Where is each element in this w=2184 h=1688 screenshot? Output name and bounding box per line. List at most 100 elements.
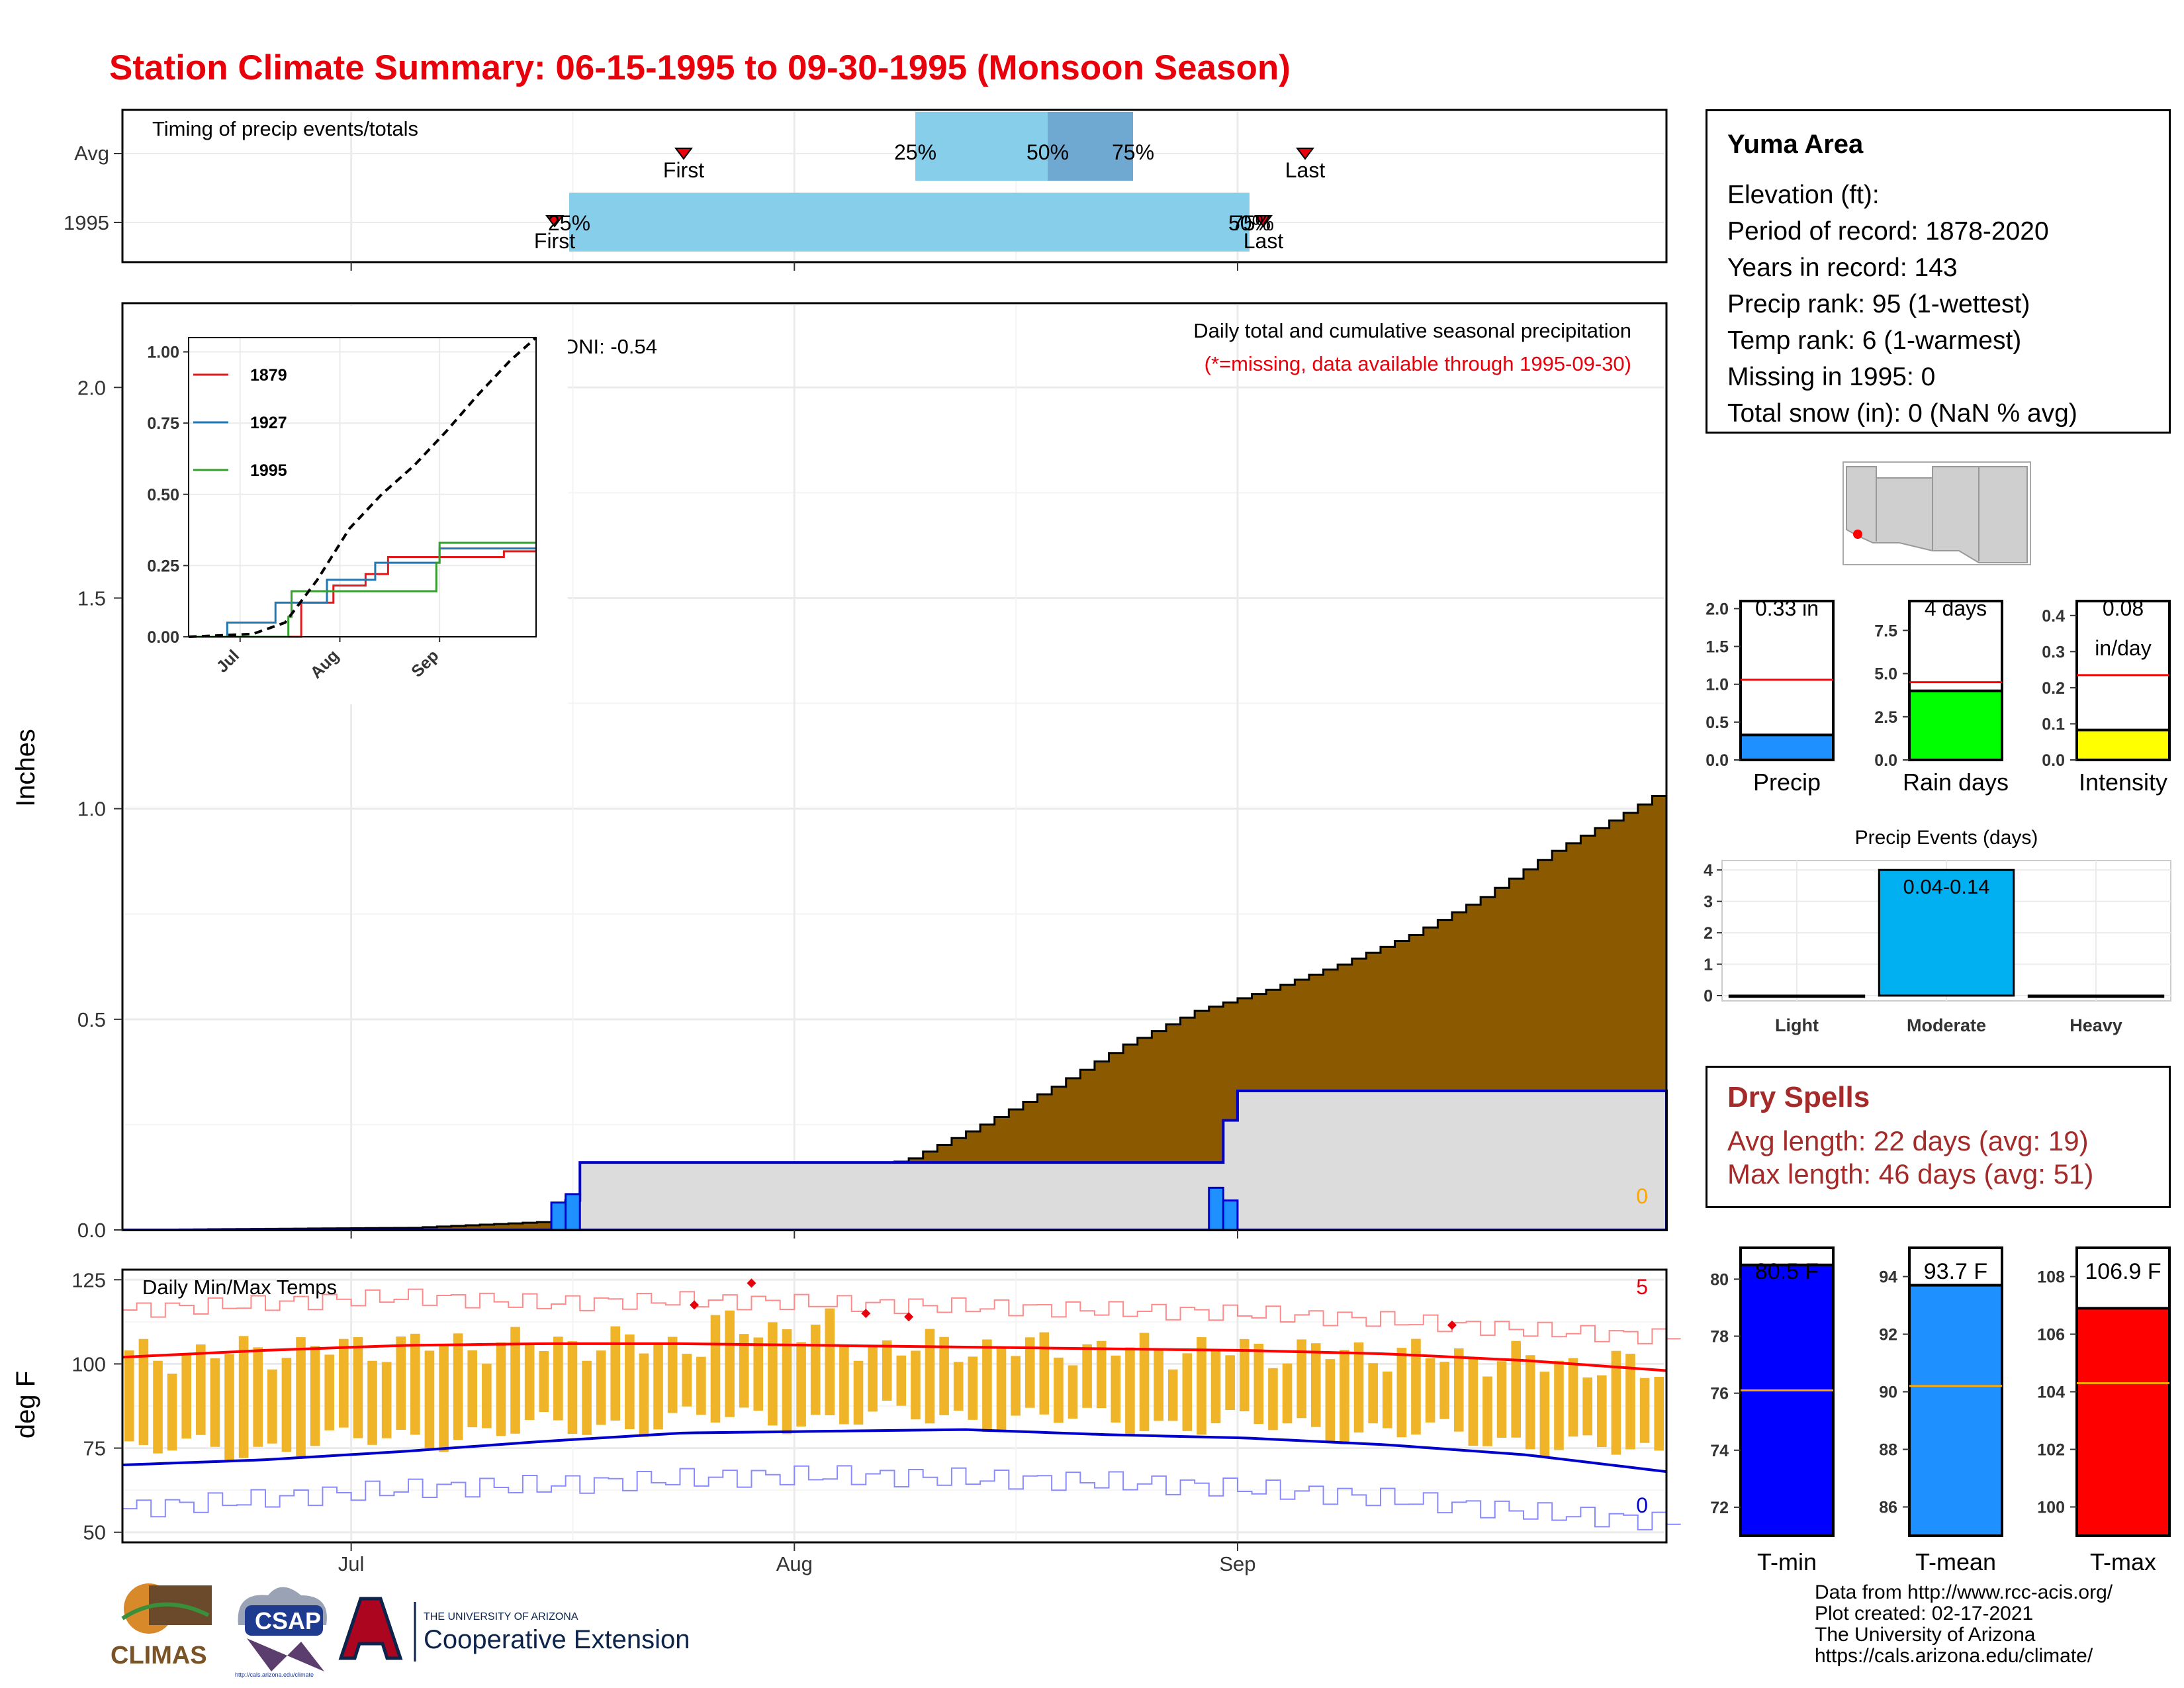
inset-y-tick-label: 0.25: [147, 557, 179, 575]
daily-temp-bar: [582, 1360, 592, 1435]
avg-p75-label: 75%: [1112, 140, 1154, 164]
daily-temp-bar: [567, 1341, 578, 1434]
svg-text:CLIMAS: CLIMAS: [111, 1642, 207, 1669]
daily-temp-bar: [639, 1353, 649, 1437]
daily-temp-bar: [1039, 1332, 1050, 1415]
daily-temp-bar: [1182, 1353, 1193, 1431]
daily-temp-bar: [896, 1355, 907, 1406]
temp-summary-bar: [2075, 1307, 2171, 1537]
x-tick-label: Aug: [776, 1552, 813, 1575]
events-y-tick-label: 3: [1704, 893, 1713, 912]
y-tick-label: 2.0: [77, 376, 106, 399]
station-missing: Missing in 1995: 0: [1727, 363, 1936, 391]
precip-summary-bars: 0.33 in 0.0 0.5 1.0 1.5 2.0 Precip 4 days 0.0 2.5…: [1706, 596, 2171, 796]
inset-y-tick-label: 0.50: [147, 486, 179, 504]
temp-panel-label: Daily Min/Max Temps: [142, 1276, 337, 1299]
events-y-tick-label: 2: [1704, 924, 1713, 943]
row-label-1995: 1995: [64, 211, 109, 234]
inset-legend-label: 1995: [250, 461, 287, 480]
daily-precip-bar: [550, 1201, 567, 1231]
daily-temp-bar: [496, 1342, 506, 1436]
daily-temp-bar: [1068, 1365, 1078, 1419]
summary-y-tick-label: 2.5: [1874, 708, 1897, 727]
daily-temp-bar: [1368, 1363, 1378, 1424]
summary-bar-label: Rain days: [1903, 769, 2009, 796]
daily-temp-bar: [1439, 1362, 1449, 1419]
station-temp-rank: Temp rank: 6 (1-warmest): [1727, 326, 2022, 355]
avg-p50-label: 50%: [1026, 140, 1069, 164]
events-bar-label: 0.04-0.14: [1903, 875, 1990, 898]
record-min-line: [122, 1465, 1681, 1530]
record-high-marker: [1447, 1320, 1457, 1330]
summary-bar-value: 4 days: [1925, 596, 1987, 620]
daily-temp-bar: [882, 1340, 892, 1401]
summary-y-tick-label: 0.1: [2042, 715, 2065, 733]
inset-legend-label: 1927: [250, 414, 287, 432]
x-tick-label: Jul: [338, 1552, 365, 1575]
missing-count: 0: [1636, 1184, 1648, 1208]
events-bar-light: [1728, 994, 1866, 998]
precip-ylabel: Inches: [11, 729, 40, 807]
summary-y-tick-label: 0.3: [2042, 643, 2065, 661]
summary-y-tick-label: 0.4: [2042, 607, 2065, 626]
events-title: Precip Events (days): [1855, 827, 2038, 849]
daily-temp-bar: [1239, 1338, 1250, 1412]
daily-temp-bar: [653, 1344, 663, 1430]
precip-events-chart: Precip Events (days) Light Moderate Heavy 0.…: [1704, 827, 2171, 1035]
daily-temp-bar: [367, 1360, 377, 1445]
summary-y-tick-label: 0.5: [1706, 714, 1729, 732]
timing-label: Timing of precip events/totals: [152, 117, 418, 140]
daily-temp-bar: [739, 1334, 749, 1408]
daily-temp-bar: [1453, 1348, 1464, 1432]
daily-temp-bar: [1325, 1359, 1336, 1442]
events-x-label: Heavy: [2070, 1015, 2122, 1035]
daily-temp-bar: [839, 1344, 849, 1425]
daily-temp-bar: [510, 1327, 520, 1434]
daily-temp-bar: [953, 1362, 964, 1411]
daily-temp-bar: [539, 1350, 549, 1412]
daily-temp-bar: [1511, 1340, 1521, 1438]
daily-temp-bar: [424, 1350, 435, 1448]
daily-temp-bar: [1282, 1363, 1293, 1424]
avg-p25-label: 25%: [894, 140, 936, 164]
daily-temp-bar: [1496, 1361, 1507, 1438]
daily-temp-bar: [1596, 1375, 1607, 1447]
daily-temp-bar: [825, 1308, 835, 1415]
record-high-marker: [904, 1312, 914, 1322]
daily-temp-bar: [1353, 1342, 1364, 1433]
temp-y-tick-label: 92: [1879, 1326, 1897, 1344]
svg-text:CSAP: CSAP: [255, 1607, 321, 1634]
daily-temp-bar: [1554, 1360, 1564, 1450]
temp-y-tick-label: 78: [1710, 1328, 1729, 1346]
avg-first-marker: [674, 148, 693, 160]
daily-temp-bar: [725, 1310, 735, 1417]
station-elevation: Elevation (ft):: [1727, 181, 1880, 209]
daily-temp-bar: [1625, 1354, 1635, 1450]
daily-temp-bar: [310, 1346, 320, 1446]
dry-spells-title: Dry Spells: [1727, 1081, 1870, 1113]
inset-line-1879: [189, 550, 536, 638]
summary-y-tick-label: 1.0: [1706, 676, 1729, 694]
temp-summary-label: T-max: [2090, 1548, 2156, 1575]
precip-subtitle: (*=missing, data available through 1995-…: [1205, 352, 1631, 375]
obs-cumulative-area: [122, 1090, 1668, 1231]
events-bar-heavy: [2027, 994, 2165, 998]
daily-temp-bar: [253, 1347, 263, 1447]
dry-spells-box: Dry Spells Avg length: 22 days (avg: 19)…: [1706, 1066, 2171, 1208]
location-map: [1843, 461, 2031, 565]
summary-bar: [1908, 689, 2003, 762]
temp-y-tick-label: 106: [2037, 1326, 2065, 1344]
temp-summary-value: 106.9 F: [2085, 1259, 2161, 1284]
summary-y-tick-label: 0.0: [1706, 751, 1729, 770]
daily-temp-bar: [353, 1337, 363, 1438]
temp-ylabel: deg F: [11, 1371, 40, 1438]
daily-temp-bar: [911, 1350, 921, 1420]
daily-precip-bar: [1208, 1186, 1224, 1231]
events-y-tick-label: 1: [1704, 956, 1713, 974]
y-tick-label: 100: [71, 1352, 106, 1376]
inset-y-tick-label: 0.00: [147, 628, 179, 647]
inset-y-tick-label: 1.00: [147, 344, 179, 362]
daily-temp-bar: [396, 1336, 406, 1430]
daily-temp-bar: [925, 1329, 935, 1424]
